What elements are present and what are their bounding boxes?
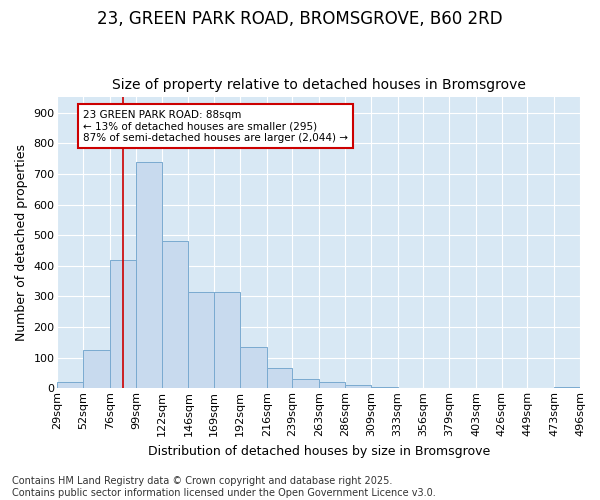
Y-axis label: Number of detached properties: Number of detached properties: [15, 144, 28, 342]
Bar: [371, 386, 398, 388]
Bar: [214, 292, 240, 388]
Bar: [161, 242, 188, 388]
Bar: [345, 385, 371, 388]
Title: Size of property relative to detached houses in Bromsgrove: Size of property relative to detached ho…: [112, 78, 526, 92]
Text: Contains HM Land Registry data © Crown copyright and database right 2025.
Contai: Contains HM Land Registry data © Crown c…: [12, 476, 436, 498]
Bar: [83, 350, 110, 389]
Bar: [554, 386, 580, 388]
Bar: [136, 162, 161, 388]
Bar: [292, 379, 319, 388]
Bar: [110, 260, 136, 388]
Bar: [188, 292, 214, 388]
Text: 23 GREEN PARK ROAD: 88sqm
← 13% of detached houses are smaller (295)
87% of semi: 23 GREEN PARK ROAD: 88sqm ← 13% of detac…: [83, 110, 348, 143]
Bar: [266, 368, 292, 388]
Bar: [319, 382, 345, 388]
Bar: [240, 347, 266, 389]
X-axis label: Distribution of detached houses by size in Bromsgrove: Distribution of detached houses by size …: [148, 444, 490, 458]
Text: 23, GREEN PARK ROAD, BROMSGROVE, B60 2RD: 23, GREEN PARK ROAD, BROMSGROVE, B60 2RD: [97, 10, 503, 28]
Bar: [58, 382, 83, 388]
